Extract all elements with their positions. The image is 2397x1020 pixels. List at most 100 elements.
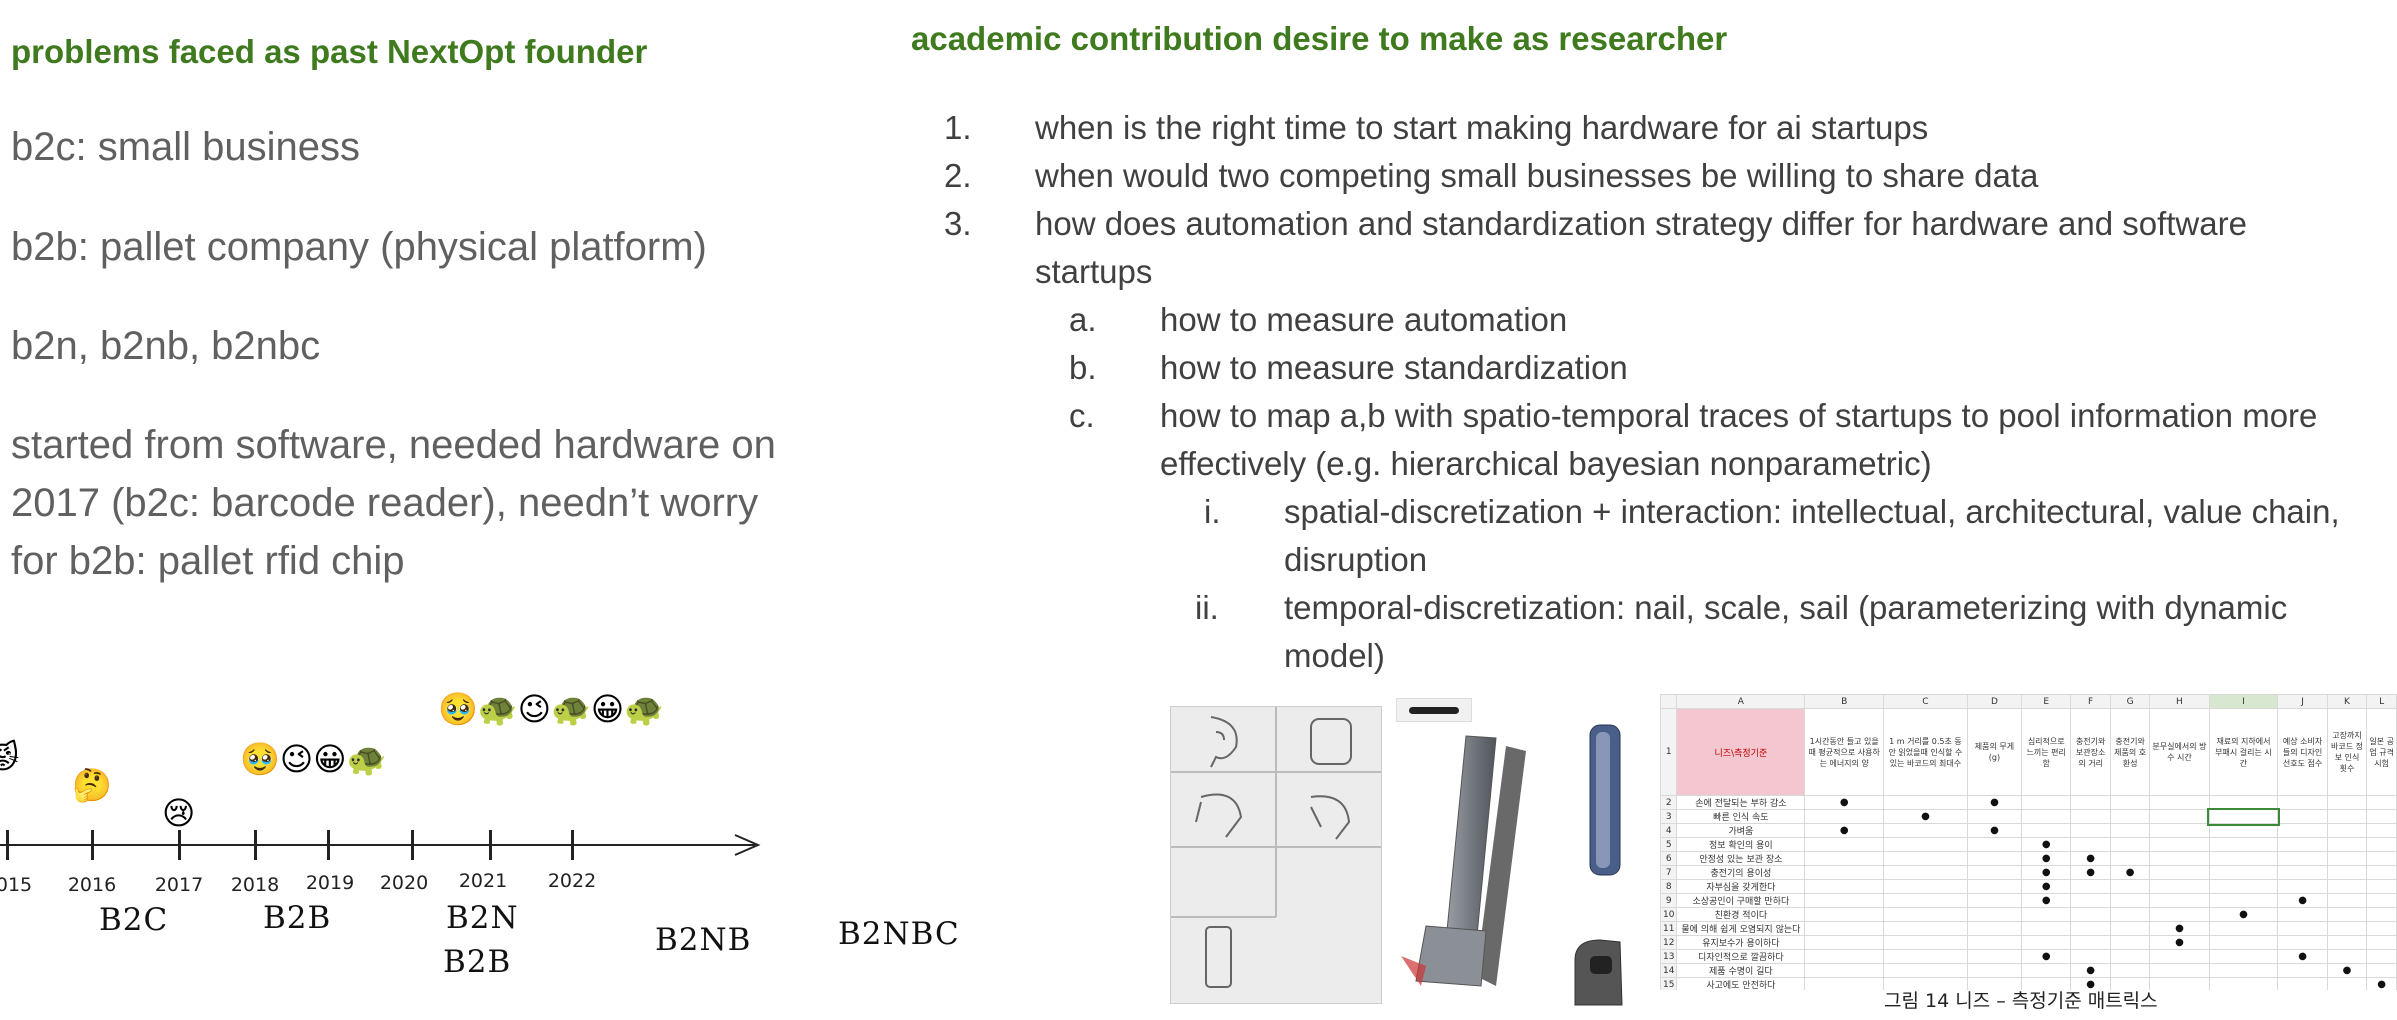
sheet-cell: [2149, 963, 2210, 978]
sheet-row: 12 유지보수가 용이하다 ●: [1660, 935, 2397, 950]
paragraph-line: started from software, needed hardware o…: [11, 423, 776, 467]
sheet-cell: [2366, 907, 2397, 922]
sheet-cell: [2149, 851, 2210, 866]
sheet-cell: [2109, 907, 2151, 922]
sheet-cell: [2208, 795, 2279, 810]
sheet-cell: [2208, 851, 2279, 866]
label-b2b-2: B2B: [443, 944, 512, 980]
sheet-cell: [2070, 949, 2111, 964]
left-item-b2b: b2b: pallet company (physical platform): [11, 225, 707, 269]
sheet-dot: ●: [2041, 853, 2051, 864]
sheet-cell: [1966, 949, 2023, 964]
sheet-cell: [2149, 949, 2210, 964]
sheet-dot: ●: [2041, 867, 2051, 878]
label-b2nbc: B2NBC: [838, 916, 960, 952]
list-item: how to measure standardization: [1160, 349, 1628, 386]
sheet-cell: [1883, 949, 1968, 964]
sheet-cell: [2109, 949, 2151, 964]
row-number: 2: [1660, 795, 1678, 810]
sheet-dot: ●: [2298, 895, 2307, 906]
sheet-cell: ●: [1966, 795, 2023, 810]
sheet-cell: [2366, 865, 2397, 880]
list-item: spatial-discretization + interaction: in…: [1284, 488, 2340, 584]
tick-2017: [178, 830, 181, 860]
year-2020: 2020: [379, 872, 429, 894]
sheet-metric-header: 고장까지 바코드 정보 인식 횟수: [2326, 708, 2368, 796]
sheet-cell: [1804, 837, 1885, 852]
sheet-cell: [2109, 809, 2151, 824]
sheet-cell: [2277, 809, 2328, 824]
row-number: 3: [1660, 809, 1678, 824]
sheet-cell: [2277, 879, 2328, 894]
sheet-dot: ●: [2086, 867, 2095, 878]
sheet-metric-header: 심리적으로 느끼는 편리함: [2021, 708, 2072, 796]
sheet-cell: [2326, 809, 2368, 824]
sheet-dot: ●: [2175, 937, 2184, 948]
sheet-cell: [1883, 879, 1968, 894]
column-letter: I: [2208, 694, 2279, 709]
timeline-axis: [0, 834, 761, 856]
sheet-cell: [2326, 851, 2368, 866]
sheet-dot: ●: [2239, 909, 2248, 920]
sheet-need-label: 물에 의해 쉽게 오염되지 않는다: [1676, 921, 1806, 936]
list-marker: b.: [1069, 349, 1097, 386]
sheet-need-label: 빠른 인식 속도: [1676, 809, 1806, 824]
sheet-cell: [2208, 893, 2279, 908]
tick-2020: [411, 830, 414, 860]
column-letter: E: [2021, 694, 2072, 709]
list-line: spatial-discretization + interaction: in…: [1284, 493, 2340, 530]
sheet-cell: [2021, 935, 2072, 950]
sheet-cell: [1966, 963, 2023, 978]
sheet-dot: ●: [1839, 825, 1849, 836]
sheet-metric-header: 일본 공업 규격 시험: [2366, 708, 2397, 796]
sheet-cell: [2109, 921, 2151, 936]
sheet-cell: [2326, 865, 2368, 880]
scanner-render-1: [1401, 735, 1526, 987]
sheet-cell: [2277, 823, 2328, 838]
sheet-cell: [1883, 851, 1968, 866]
sheet-dot: ●: [2041, 895, 2051, 906]
sheet-need-label: 정보 확인의 용이: [1676, 837, 1806, 852]
list-line: how does automation and standardization …: [1035, 205, 2247, 242]
timeline: 😾 🤔 😢 🥹😉😀🐢 🥹🐢😉🐢😀🐢 015 2016 2017 2018 201…: [0, 690, 960, 1020]
sheet-dot: ●: [2041, 881, 2051, 892]
sheet-cell: ●: [2021, 851, 2072, 866]
sheet-row: 5 정보 확인의 용이 ●: [1660, 837, 2397, 852]
sheet-metric-header: 1시간동안 들고 있을때 평균적으로 사용하는 에너지의 양: [1804, 708, 1885, 796]
sheet-cell: [1883, 935, 1968, 950]
list-item: when is the right time to start making h…: [1035, 109, 1929, 146]
emoji-2015: 😾: [0, 738, 20, 776]
sheet-body: 2 손에 전달되는 부하 감소 ● ● 3 빠른 인식 속도 ● 4 가벼움 ● ● 5 정보 확인의 …: [1660, 795, 2397, 990]
year-2019: 2019: [305, 872, 355, 894]
sheet-cell: ●: [2070, 963, 2111, 978]
row-number: 14: [1660, 963, 1678, 978]
scanner-render-2: [1574, 724, 1623, 1006]
sheet-cell: [1883, 837, 1968, 852]
sheet-cell: [2021, 963, 2072, 978]
sheet-cell: [1966, 921, 2023, 936]
sheet-cell: [2208, 837, 2279, 852]
sheet-cell: [2208, 879, 2279, 894]
sheet-cell: ●: [2109, 865, 2151, 880]
sheet-row: 15 사고에도 안전하다 ● ●: [1660, 977, 2397, 990]
sheet-dot: ●: [2125, 867, 2135, 878]
sheet-cell: [2326, 935, 2368, 950]
list-marker: 3.: [944, 205, 972, 242]
sheet-cell: [1804, 935, 1885, 950]
sheet-cell: ●: [2021, 837, 2072, 852]
list-item: temporal-discretization: nail, scale, sa…: [1284, 584, 2287, 680]
sheet-row: 10 친환경 적이다 ●: [1660, 907, 2397, 922]
sheet-dot: ●: [1990, 797, 1999, 808]
sheet-cell: [1883, 963, 1968, 978]
list-marker: c.: [1069, 397, 1095, 434]
sheet-cell: [1966, 851, 2023, 866]
sheet-need-label: 손에 전달되는 부하 감소: [1676, 795, 1806, 810]
column-letter: H: [2149, 694, 2210, 709]
tick-2022: [571, 830, 574, 860]
sheet-cell: [2070, 893, 2111, 908]
research-list: 1. when is the right time to start makin…: [944, 109, 2340, 680]
sheet-cell: [1804, 865, 1885, 880]
sheet-cell: [2326, 837, 2368, 852]
row-number: 4: [1660, 823, 1678, 838]
